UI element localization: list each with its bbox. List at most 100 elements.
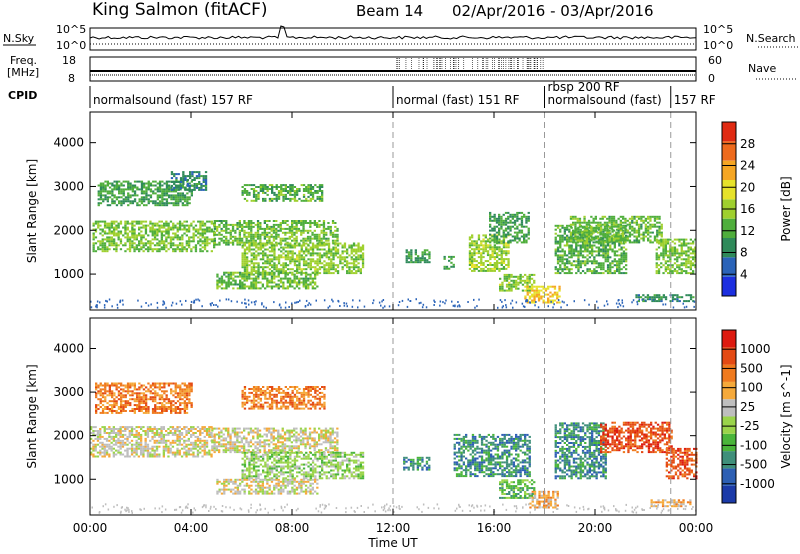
data-cell xyxy=(137,443,140,446)
data-cell xyxy=(184,186,187,189)
data-cell xyxy=(140,246,143,249)
data-cell xyxy=(108,242,111,245)
data-cell xyxy=(334,225,337,228)
data-cell xyxy=(142,250,145,253)
data-cell xyxy=(149,226,152,229)
data-cell xyxy=(653,219,657,222)
data-cell xyxy=(293,275,296,278)
data-cell xyxy=(298,197,301,200)
data-cell xyxy=(593,250,596,253)
data-cell xyxy=(658,221,661,224)
data-cell xyxy=(660,262,663,265)
data-cell xyxy=(346,256,349,259)
data-cell xyxy=(568,240,571,243)
data-cell xyxy=(502,241,505,244)
data-cell xyxy=(602,234,605,237)
data-cell xyxy=(658,298,661,301)
data-cell xyxy=(584,272,587,275)
data-cell xyxy=(561,254,564,257)
data-cell xyxy=(572,237,575,240)
data-cell xyxy=(517,277,520,280)
data-cell xyxy=(480,256,483,259)
data-cell xyxy=(165,182,169,185)
data-cell xyxy=(291,231,294,234)
data-cell xyxy=(584,242,587,245)
data-cell xyxy=(238,225,241,228)
data-cell xyxy=(275,258,278,261)
data-cell xyxy=(507,225,510,228)
data-cell xyxy=(578,237,582,240)
scatter-region xyxy=(241,242,365,275)
data-cell xyxy=(171,433,175,436)
data-cell xyxy=(170,196,173,199)
data-cell xyxy=(520,211,524,214)
data-cell xyxy=(597,250,601,253)
data-cell xyxy=(97,222,100,225)
data-cell xyxy=(591,252,594,255)
data-cell xyxy=(113,232,116,235)
data-cell xyxy=(316,285,319,288)
data-cell xyxy=(593,268,596,271)
data-cell xyxy=(507,233,510,236)
ground-speckle xyxy=(563,301,565,304)
data-cell xyxy=(591,230,594,233)
data-cell xyxy=(92,242,95,245)
data-cell xyxy=(126,236,129,239)
data-cell xyxy=(216,220,219,222)
data-cell xyxy=(535,291,538,294)
data-cell xyxy=(262,190,265,192)
data-cell xyxy=(206,226,209,229)
data-cell xyxy=(610,219,613,222)
data-cell xyxy=(523,235,526,238)
data-cell xyxy=(149,240,152,243)
data-cell xyxy=(227,239,230,242)
data-cell xyxy=(241,264,244,267)
data-cell xyxy=(525,221,528,224)
data-cell xyxy=(112,453,115,456)
data-cell xyxy=(471,248,474,251)
data-cell xyxy=(489,244,492,247)
data-cell xyxy=(175,186,178,189)
data-cell xyxy=(250,268,253,271)
data-cell xyxy=(105,443,109,446)
data-cell xyxy=(486,244,490,247)
data-cell xyxy=(588,270,591,273)
data-cell xyxy=(498,241,501,244)
data-cell xyxy=(516,241,519,244)
data-cell xyxy=(111,202,114,205)
data-cell xyxy=(190,250,193,253)
data-cell xyxy=(597,238,601,241)
data-cell xyxy=(97,224,100,227)
data-cell xyxy=(687,246,690,249)
ground-speckle xyxy=(280,306,282,309)
data-cell xyxy=(613,272,616,275)
data-cell xyxy=(96,439,100,442)
ground-speckle xyxy=(418,302,421,305)
data-cell xyxy=(110,226,113,229)
data-cell xyxy=(231,223,235,226)
data-cell xyxy=(674,294,677,297)
data-cell xyxy=(533,301,536,304)
data-cell xyxy=(517,275,520,278)
data-cell xyxy=(325,242,328,245)
data-cell xyxy=(255,190,258,192)
data-cell xyxy=(637,239,641,242)
data-cell xyxy=(153,230,157,233)
data-cell xyxy=(262,252,265,255)
data-cell xyxy=(443,265,446,268)
data-cell xyxy=(254,241,257,244)
data-cell xyxy=(341,256,344,259)
data-cell xyxy=(586,260,589,263)
data-cell xyxy=(653,296,656,299)
data-cell xyxy=(556,250,560,253)
data-cell xyxy=(644,223,647,226)
data-cell xyxy=(316,273,319,276)
data-cell xyxy=(131,200,134,203)
data-cell xyxy=(653,217,657,220)
data-cell xyxy=(291,256,294,259)
ground-speckle xyxy=(512,306,514,309)
data-cell xyxy=(104,196,107,199)
data-cell xyxy=(302,222,305,224)
data-cell xyxy=(450,255,453,258)
data-cell xyxy=(181,244,184,247)
